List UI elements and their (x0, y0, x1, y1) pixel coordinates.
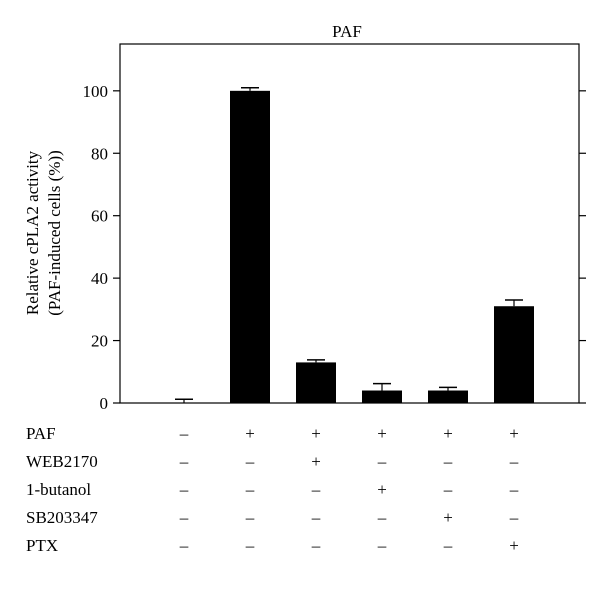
treatment-sign: – (377, 508, 387, 527)
plot-frame (119, 43, 580, 404)
bars (230, 90, 534, 404)
bar (494, 306, 534, 403)
treatment-sign: – (245, 480, 255, 499)
treatment-sign: – (179, 536, 189, 555)
treatment-sign: + (443, 508, 453, 527)
treatment-name: PAF (26, 424, 56, 443)
treatment-sign: – (509, 452, 519, 471)
treatment-sign: – (311, 508, 321, 527)
y-tick-label: 100 (83, 82, 109, 101)
y-axis-label-line1: Relative cPLA2 activity (23, 150, 42, 315)
treatment-sign: + (245, 424, 255, 443)
treatment-name: WEB2170 (26, 452, 98, 471)
y-tick-label: 80 (91, 144, 108, 163)
treatment-sign: – (179, 452, 189, 471)
treatment-name: PTX (26, 536, 58, 555)
treatment-sign: – (179, 480, 189, 499)
treatment-name: SB203347 (26, 508, 98, 527)
y-axis-label: Relative cPLA2 activity (PAF-induced cel… (23, 150, 64, 316)
treatment-sign: + (377, 424, 387, 443)
y-tick-label: 0 (100, 394, 109, 413)
treatment-sign: + (509, 424, 519, 443)
treatment-sign: – (377, 452, 387, 471)
y-tick-label: 40 (91, 269, 108, 288)
treatment-sign: – (509, 508, 519, 527)
treatment-sign: – (245, 452, 255, 471)
y-ticks: 0 20 40 60 80 100 (83, 82, 586, 413)
bar (296, 362, 336, 403)
bar (428, 390, 468, 403)
treatment-name: 1-butanol (26, 480, 91, 499)
bar (230, 90, 270, 404)
treatment-sign: – (179, 508, 189, 527)
treatment-sign: + (311, 424, 321, 443)
chart-title: PAF (332, 22, 362, 41)
bar (362, 390, 402, 403)
treatment-sign: – (509, 480, 519, 499)
treatment-sign: – (311, 480, 321, 499)
y-axis-label-line2: (PAF-induced cells (%)) (45, 150, 64, 316)
treatment-sign: – (179, 424, 189, 443)
treatment-sign: – (443, 480, 453, 499)
treatment-sign: – (377, 536, 387, 555)
y-tick-label: 20 (91, 332, 108, 351)
treatment-sign: – (443, 536, 453, 555)
treatment-sign: – (443, 452, 453, 471)
error-bars (175, 86, 523, 403)
treatment-sign: + (377, 480, 387, 499)
treatment-sign: + (443, 424, 453, 443)
treatment-sign: – (311, 536, 321, 555)
treatment-sign: – (245, 508, 255, 527)
treatment-table: PAF – + + + + + WEB2170 – – + – – – 1-butanol – – – + – – SB2… (26, 424, 519, 555)
treatment-sign: + (311, 452, 321, 471)
y-tick-label: 60 (91, 207, 108, 226)
treatment-sign: – (245, 536, 255, 555)
treatment-sign: + (509, 536, 519, 555)
